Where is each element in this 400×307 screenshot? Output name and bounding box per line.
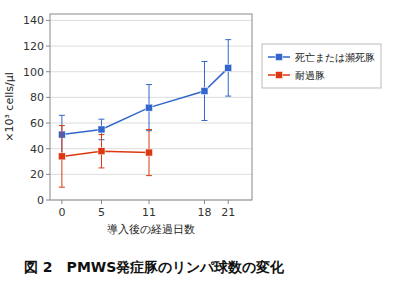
x-tick-label: 18 <box>197 206 211 219</box>
grid-line <box>50 123 252 124</box>
y-tick-label: 120 <box>23 40 44 53</box>
y-axis-label: ×10³ cells/μl <box>3 72 16 142</box>
legend-label: 耐過豚 <box>295 70 325 81</box>
point <box>98 148 105 155</box>
y-tick <box>46 97 50 98</box>
y-tick-label: 0 <box>37 194 44 207</box>
error-bar-cap <box>225 96 231 97</box>
error-bar-cap <box>59 125 65 126</box>
error-bar <box>225 40 231 96</box>
error-bar-cap <box>98 119 104 120</box>
y-tick-label: 100 <box>23 66 44 79</box>
error-bar <box>59 126 65 188</box>
x-tick <box>228 200 229 204</box>
point <box>146 104 153 111</box>
y-tick <box>46 174 50 175</box>
legend: 死亡または瀕死豚耐過豚 <box>262 44 381 88</box>
y-tick <box>46 46 50 47</box>
y-tick-label: 140 <box>23 14 44 27</box>
error-bar-cap <box>59 187 65 188</box>
y-tick-label: 40 <box>30 143 44 156</box>
point <box>225 64 232 71</box>
point <box>201 87 208 94</box>
error-bar <box>146 85 152 131</box>
y-tick <box>46 200 50 201</box>
series <box>58 126 152 188</box>
error-bar <box>98 135 104 168</box>
series <box>58 40 231 154</box>
y-tick-label: 60 <box>30 117 44 130</box>
y-tick-label: 80 <box>30 91 44 104</box>
error-bar-cap <box>59 115 65 116</box>
error-bar-cap <box>201 120 207 121</box>
legend-marker <box>276 54 283 61</box>
grid-line <box>50 20 252 21</box>
x-tick-label: 0 <box>58 206 65 219</box>
legend-frame <box>262 44 381 88</box>
y-tick <box>46 148 50 149</box>
grid-line <box>50 174 252 175</box>
y-tick <box>46 123 50 124</box>
legend-label: 死亡または瀕死豚 <box>295 52 375 63</box>
error-bar-cap <box>98 134 104 135</box>
grid-line <box>50 46 252 47</box>
y-tick <box>46 71 50 72</box>
x-tick <box>149 200 150 204</box>
chart: 0 20 40 60 80 100 120 140 0 5 11 18 21 導入後の経過日数 ×10³ c… <box>0 0 400 307</box>
x-tick <box>101 200 102 204</box>
point <box>146 149 153 156</box>
point <box>98 126 105 133</box>
legend-marker <box>276 72 283 79</box>
x-tick-label: 21 <box>221 206 235 219</box>
x-tick <box>61 200 62 204</box>
x-tick-label: 11 <box>142 206 156 219</box>
x-tick-label: 5 <box>98 206 105 219</box>
y-tick-label: 20 <box>30 168 44 181</box>
marks <box>58 40 231 188</box>
y-tick <box>46 20 50 21</box>
series-line <box>62 68 228 135</box>
error-bar-cap <box>146 84 152 85</box>
x-axis-label: 導入後の経過日数 <box>107 223 195 236</box>
x-tick <box>204 200 205 204</box>
grid-line <box>50 97 252 98</box>
error-bar <box>146 129 152 175</box>
error-bar <box>201 61 207 120</box>
point <box>58 153 65 160</box>
error-bar-cap <box>146 129 152 130</box>
axes: 0 20 40 60 80 100 120 140 0 5 11 18 21 <box>23 14 252 219</box>
error-bar-cap <box>146 175 152 176</box>
grid-line <box>50 71 252 72</box>
caption: 図 2 PMWS発症豚のリンパ球数の変化 <box>24 259 285 275</box>
plot-frame <box>50 14 252 200</box>
series-line <box>62 151 149 156</box>
error-bar-cap <box>201 61 207 62</box>
error-bar-cap <box>98 167 104 168</box>
error-bar-cap <box>225 39 231 40</box>
